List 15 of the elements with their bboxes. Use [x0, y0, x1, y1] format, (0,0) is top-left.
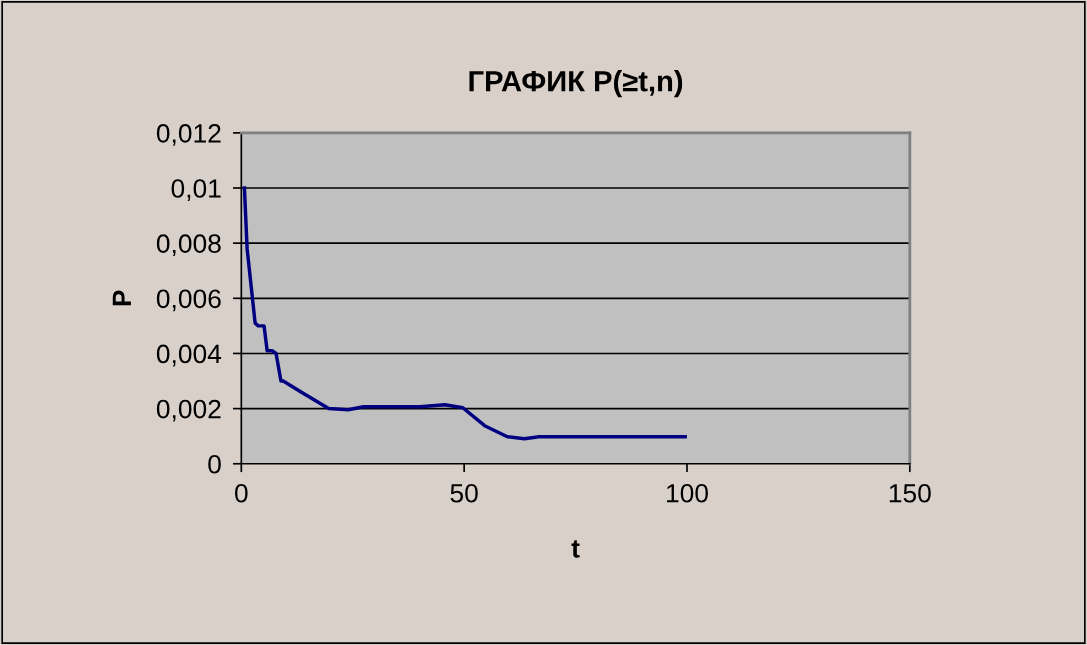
- chart-title: ГРАФИК P(≥t,n): [469, 70, 683, 98]
- x-tick-label: 150: [889, 483, 931, 503]
- y-axis-title: P: [112, 290, 131, 306]
- y-tick-label: 0,01: [171, 179, 221, 201]
- line-series: [242, 186, 687, 441]
- x-tick-label: 0: [235, 483, 248, 503]
- y-tick-label: 0,002: [156, 399, 221, 422]
- y-tick-label: 0,008: [156, 234, 221, 257]
- y-tick-label: 0,012: [156, 124, 221, 146]
- y-tick-label: 0: [208, 454, 221, 474]
- x-axis-title: t: [571, 540, 580, 558]
- x-tick-label: 50: [450, 483, 478, 503]
- y-tick-label: 0,004: [156, 344, 222, 367]
- y-tick-label: 0,006: [156, 289, 221, 312]
- x-tick-label: 100: [666, 483, 708, 503]
